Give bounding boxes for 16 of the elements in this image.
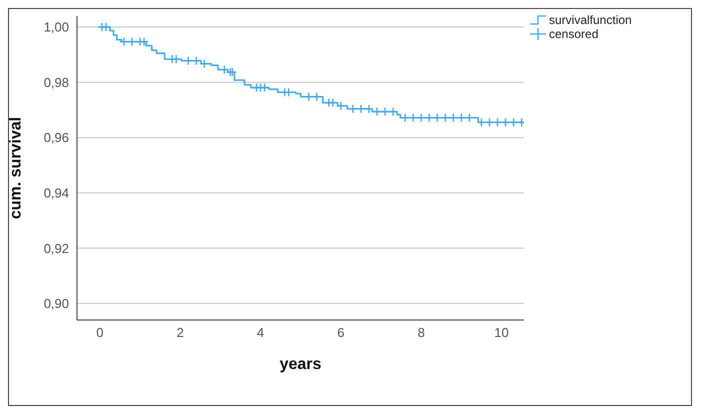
y-tick-label: 0,96 bbox=[44, 130, 69, 146]
y-tick-label: 0,92 bbox=[44, 240, 69, 256]
x-tick-label: 0 bbox=[96, 325, 104, 340]
x-tick-label: 6 bbox=[337, 325, 344, 340]
legend-label: censored bbox=[549, 27, 598, 41]
y-tick-label: 0,94 bbox=[44, 185, 69, 200]
x-tick-label: 8 bbox=[418, 325, 425, 340]
y-tick-label: 0,90 bbox=[44, 296, 69, 312]
x-tick-label: 4 bbox=[256, 325, 264, 340]
x-tick-label: 2 bbox=[176, 325, 184, 340]
legend-label: survivalfunction bbox=[549, 13, 632, 27]
y-tick-label: 0,98 bbox=[44, 74, 69, 90]
y-tick-label: 1,00 bbox=[44, 20, 69, 35]
y-axis-title: cum. survival bbox=[8, 116, 25, 220]
x-axis-title: years bbox=[280, 356, 322, 373]
x-tick-label: 10 bbox=[494, 325, 509, 340]
